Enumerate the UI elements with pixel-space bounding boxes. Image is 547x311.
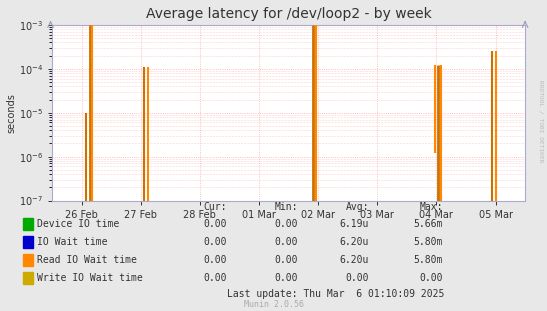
Text: 0.00: 0.00 (203, 219, 227, 229)
Text: 0.00: 0.00 (203, 237, 227, 247)
Text: Munin 2.0.56: Munin 2.0.56 (243, 299, 304, 309)
Text: 0.00: 0.00 (275, 219, 298, 229)
Text: Max:: Max: (420, 202, 443, 212)
Text: 5.80m: 5.80m (414, 255, 443, 265)
Title: Average latency for /dev/loop2 - by week: Average latency for /dev/loop2 - by week (146, 7, 432, 21)
Text: Min:: Min: (275, 202, 298, 212)
Y-axis label: seconds: seconds (6, 93, 16, 133)
Text: Read IO Wait time: Read IO Wait time (37, 255, 137, 265)
Text: 0.00: 0.00 (275, 237, 298, 247)
Text: 6.20u: 6.20u (340, 255, 369, 265)
Text: 0.00: 0.00 (275, 255, 298, 265)
Text: Device IO time: Device IO time (37, 219, 119, 229)
Text: RRDTOOL / TOBI OETIKER: RRDTOOL / TOBI OETIKER (538, 80, 543, 163)
Text: 5.66m: 5.66m (414, 219, 443, 229)
Text: 0.00: 0.00 (346, 273, 369, 283)
Text: 0.00: 0.00 (420, 273, 443, 283)
Text: 0.00: 0.00 (203, 255, 227, 265)
Text: 5.80m: 5.80m (414, 237, 443, 247)
Text: Write IO Wait time: Write IO Wait time (37, 273, 143, 283)
Text: 6.20u: 6.20u (340, 237, 369, 247)
Text: Avg:: Avg: (346, 202, 369, 212)
Text: 0.00: 0.00 (275, 273, 298, 283)
Text: IO Wait time: IO Wait time (37, 237, 108, 247)
Text: 6.19u: 6.19u (340, 219, 369, 229)
Text: 0.00: 0.00 (203, 273, 227, 283)
Text: Last update: Thu Mar  6 01:10:09 2025: Last update: Thu Mar 6 01:10:09 2025 (227, 289, 444, 299)
Text: Cur:: Cur: (203, 202, 227, 212)
